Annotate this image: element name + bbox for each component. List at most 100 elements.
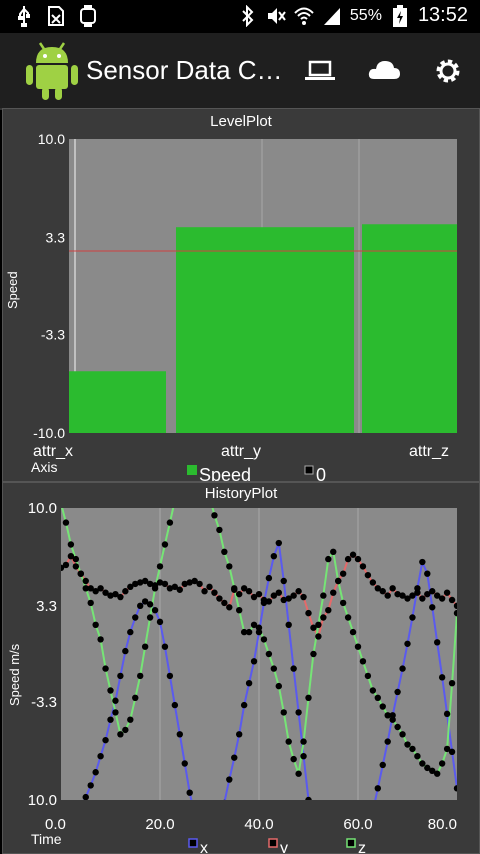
history-point-x — [146, 601, 154, 608]
level-bar-attr_x — [69, 371, 166, 433]
history-point-z — [354, 643, 362, 650]
history-point-x — [102, 736, 109, 744]
history-point-z — [137, 672, 144, 680]
history-point-x — [161, 643, 169, 650]
history-point-x — [419, 558, 426, 566]
history-point-y — [285, 595, 292, 602]
history-point-x — [414, 585, 421, 592]
history-point-z — [156, 563, 164, 570]
history-point-y — [250, 593, 258, 601]
history-point-x — [443, 710, 451, 718]
history-ytick-label: 10.0 — [28, 792, 57, 809]
history-point-y — [330, 589, 337, 596]
history-point-y — [295, 588, 302, 595]
history-xtick-label: 80.0 — [428, 816, 457, 833]
history-point-z — [166, 519, 174, 526]
history-point-y — [354, 555, 362, 563]
history-point-y — [399, 592, 406, 599]
history-point-z — [414, 753, 421, 760]
laptop-icon[interactable] — [302, 55, 338, 87]
history-legend-z: z — [358, 840, 366, 853]
history-legend-y: y — [280, 840, 288, 853]
history-point-y — [196, 580, 203, 588]
history-point-x — [171, 701, 179, 709]
battery-percent: 55% — [349, 6, 382, 24]
history-point-x — [107, 716, 114, 723]
history-point-x — [434, 639, 441, 646]
level-ytick-label: -3.3 — [41, 327, 65, 343]
history-point-y — [92, 588, 99, 595]
bluetooth-icon — [242, 4, 254, 27]
history-point-x — [240, 701, 248, 709]
history-point-y — [270, 592, 278, 599]
history-point-z — [240, 628, 248, 636]
history-point-y — [305, 609, 312, 617]
android-app-icon[interactable] — [24, 39, 80, 101]
history-point-z — [429, 767, 436, 774]
history-point-y — [161, 580, 169, 588]
history-point-z — [335, 577, 342, 585]
history-point-y — [112, 590, 119, 598]
history-point-z — [92, 621, 99, 628]
history-point-y — [87, 585, 94, 592]
history-point-y — [82, 577, 89, 585]
history-point-z — [62, 519, 70, 526]
history-point-y — [146, 580, 154, 588]
history-point-x — [87, 782, 94, 789]
history-point-y — [379, 588, 386, 595]
history-point-z — [443, 745, 451, 753]
history-point-z — [270, 665, 278, 672]
history-xtick-label: 20.0 — [145, 816, 174, 833]
level-plot-panel: LevelPlot 10.0 3.3 -3.3 -10.0 attr_x attr_y att… — [2, 108, 480, 482]
history-point-x — [117, 672, 124, 680]
history-point-x — [429, 604, 436, 611]
history-point-z — [310, 650, 317, 658]
history-point-y — [206, 583, 213, 591]
cloud-icon[interactable] — [366, 55, 402, 87]
history-point-y — [141, 577, 149, 585]
history-point-y — [186, 579, 193, 586]
history-point-x — [453, 785, 457, 792]
history-point-y — [384, 592, 391, 599]
history-point-x — [280, 577, 287, 585]
history-point-x — [389, 712, 396, 719]
history-x-axis-label: Time — [31, 831, 62, 847]
settings-gear-icon[interactable] — [430, 55, 466, 87]
history-point-x — [438, 674, 446, 681]
history-point-x — [181, 760, 188, 767]
history-point-x — [92, 769, 99, 776]
history-point-y — [221, 599, 228, 607]
battery-icon — [392, 4, 407, 27]
history-point-y — [97, 585, 104, 592]
history-point-x — [300, 753, 307, 760]
watch-icon — [80, 5, 96, 27]
history-point-x — [137, 602, 144, 610]
history-point-z — [231, 585, 238, 592]
history-point-y — [216, 595, 223, 602]
history-point-x — [156, 618, 164, 626]
history-plot-chart: HistoryPlot 10.0 3.3 -3.3 10.0 0.0 20.0 40.0 60.… — [7, 485, 457, 853]
history-point-y — [394, 590, 401, 598]
history-point-x — [176, 731, 183, 738]
history-point-y — [181, 580, 188, 588]
history-point-z — [265, 650, 273, 658]
history-point-y — [448, 596, 456, 604]
history-point-x — [132, 614, 139, 621]
history-point-z — [330, 548, 337, 555]
history-point-z — [409, 745, 416, 753]
history-point-z — [161, 541, 169, 548]
history-point-y — [429, 588, 436, 595]
history-point-z — [132, 694, 139, 701]
history-point-z — [285, 738, 292, 745]
history-point-z — [82, 585, 89, 592]
history-point-z — [404, 741, 411, 748]
history-point-z — [275, 682, 282, 690]
history-point-x — [141, 598, 149, 605]
history-point-y — [364, 571, 372, 579]
history-point-y — [171, 583, 179, 591]
history-y-axis-label: Speed m/s — [7, 643, 22, 706]
history-ytick-label: 10.0 — [28, 500, 57, 517]
history-point-x — [295, 709, 302, 716]
usb-icon — [18, 6, 30, 27]
history-point-y — [72, 563, 80, 570]
